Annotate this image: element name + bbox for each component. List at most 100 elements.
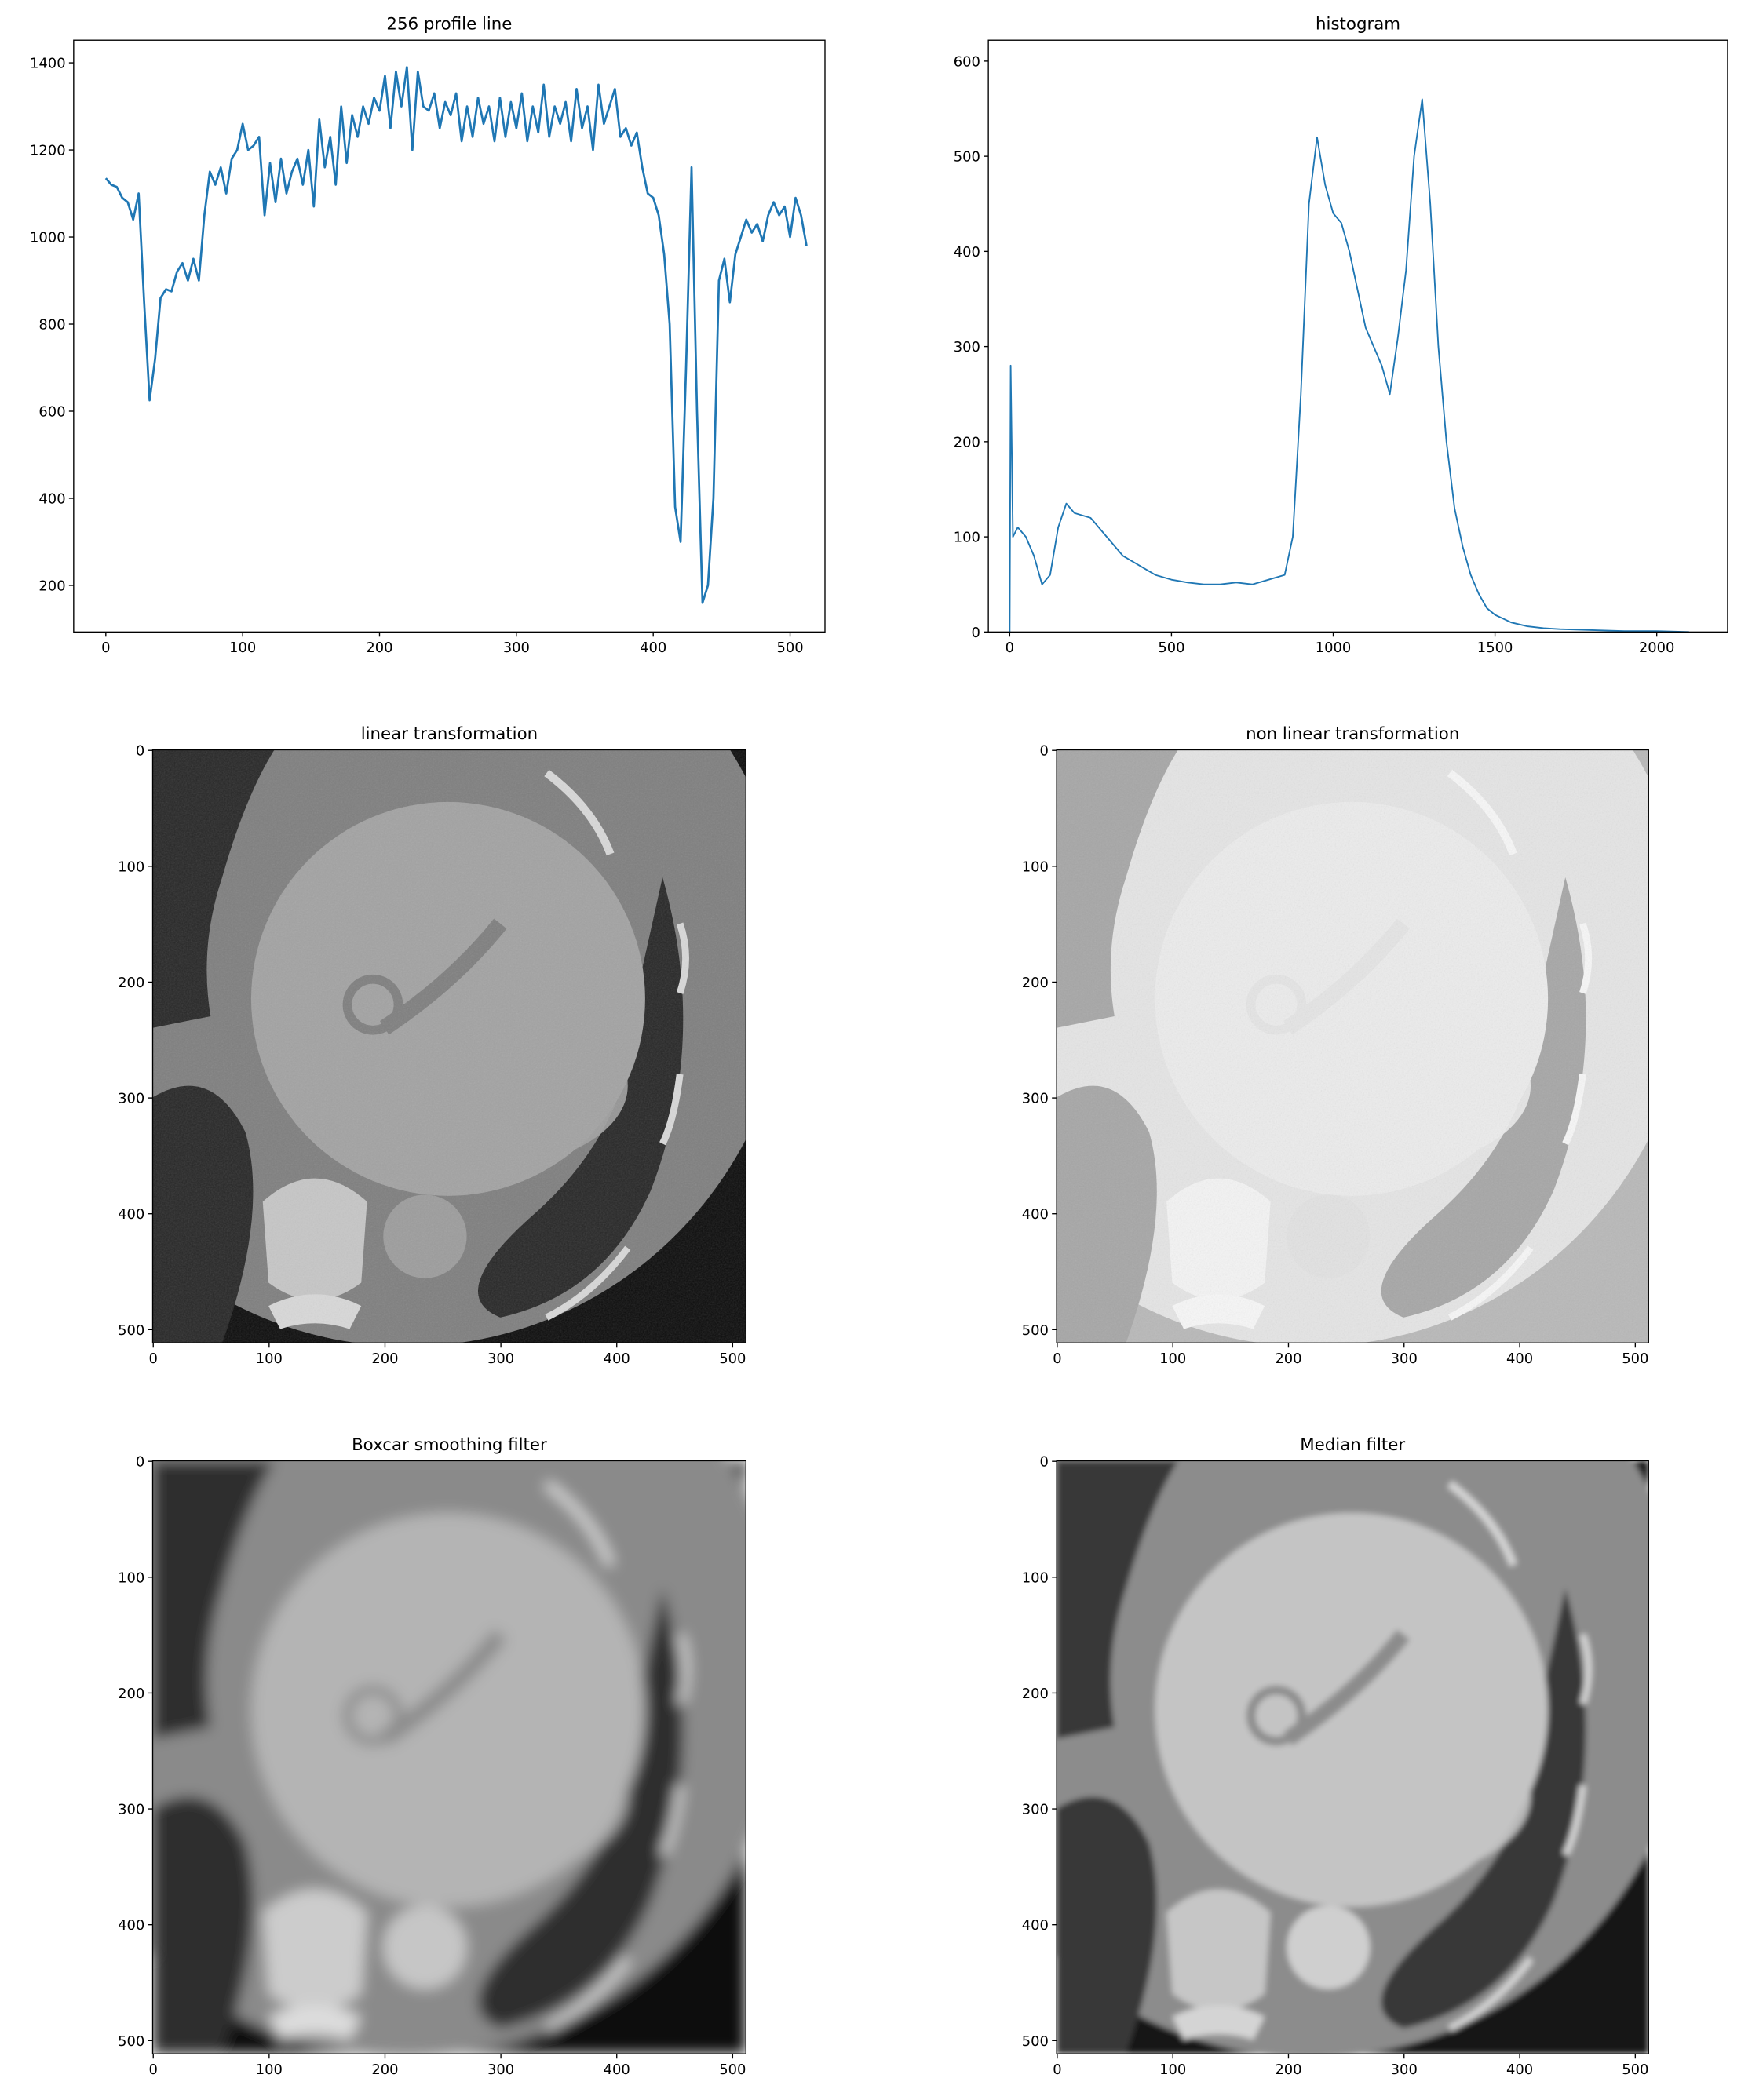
image-noise	[152, 749, 746, 1343]
rib-2	[1579, 1633, 1593, 1705]
y-tick-label: 400	[1022, 1206, 1049, 1223]
subplot-title: Median filter	[1300, 1435, 1405, 1455]
y-tick-label: 200	[118, 1686, 144, 1702]
y-tick-label: 0	[136, 1454, 144, 1471]
y-tick-label: 500	[1022, 2033, 1049, 2050]
y-tick-label: 100	[118, 859, 144, 875]
y-tick-label: 1400	[30, 56, 66, 72]
y-tick-label: 100	[1022, 1570, 1049, 1586]
y-tick-label: 500	[118, 2033, 144, 2050]
y-tick-label: 0	[971, 625, 980, 641]
axes-frame	[1056, 749, 1649, 1343]
subplot: 0 100 200 300 400 500 200 400 600 800 1000 1200 1400…	[30, 15, 826, 656]
left-lung	[1057, 1460, 1178, 1739]
x-tick-label: 100	[1159, 2062, 1186, 2078]
x-tick-label: 0	[1053, 1351, 1061, 1367]
y-tick-label: 400	[118, 1206, 144, 1223]
subplot-title: non linear transformation	[1246, 724, 1459, 744]
spine-process	[268, 2005, 362, 2040]
x-tick-label: 400	[1506, 2062, 1533, 2078]
y-tick-label: 0	[1040, 743, 1049, 760]
x-tick-label: 200	[1275, 1351, 1301, 1367]
image	[1057, 749, 1649, 1343]
image-content	[152, 1460, 746, 2054]
image	[1057, 1460, 1649, 2054]
axes-frame	[151, 1460, 747, 2054]
x-tick-label: 0	[1053, 2062, 1061, 2078]
aortic-root	[1246, 1685, 1307, 1746]
x-tick-label: 400	[604, 1351, 630, 1367]
rib-4	[1447, 1956, 1534, 2032]
axes-frame	[73, 39, 826, 633]
y-tick-label: 200	[38, 578, 65, 594]
x-tick-label: 400	[604, 2062, 630, 2078]
rib-1	[1447, 1480, 1517, 1567]
subplot: 0 100 200 300 400 500 0 100 200 300 400 500 Boxcar s…	[118, 1435, 747, 2078]
data-line	[1009, 98, 1689, 633]
x-tick-label: 100	[229, 640, 256, 656]
rib-3	[659, 1785, 684, 1857]
right-lung	[477, 1588, 684, 2029]
image-content	[1057, 749, 1649, 1343]
septum	[1283, 1629, 1411, 1746]
x-tick-label: 300	[1391, 1351, 1418, 1367]
y-tick-label: 1200	[30, 143, 66, 159]
y-tick-label: 100	[954, 530, 980, 546]
x-tick-label: 1000	[1316, 640, 1352, 656]
ventricle	[349, 1715, 628, 1878]
x-tick-label: 400	[1506, 1351, 1533, 1367]
y-tick-label: 300	[1022, 1091, 1049, 1107]
x-tick-label: 2000	[1639, 640, 1675, 656]
y-tick-label: 600	[38, 403, 65, 420]
axes-frame	[151, 749, 747, 1343]
x-tick-label: 500	[1158, 640, 1184, 656]
x-tick-label: 1500	[1477, 640, 1513, 656]
y-tick-label: 500	[118, 1322, 144, 1339]
ventricle	[1253, 1715, 1531, 1878]
x-tick-label: 0	[1006, 640, 1014, 656]
image-content	[1057, 1460, 1649, 2054]
y-tick-label: 300	[954, 339, 980, 355]
subplot: 0 500 1000 1500 2000 0 100 200 300 400 500 600 histo…	[954, 15, 1728, 656]
y-tick-label: 200	[118, 975, 144, 991]
subplot-title: 256 profile line	[386, 15, 512, 35]
rib-4	[545, 1956, 631, 2032]
image	[152, 749, 746, 1343]
image-noise	[1057, 749, 1649, 1343]
y-tick-label: 200	[1022, 975, 1049, 991]
y-tick-label: 500	[1022, 1322, 1049, 1339]
y-tick-label: 400	[118, 1917, 144, 1934]
y-tick-label: 300	[118, 1802, 144, 1818]
left-lung	[152, 1460, 275, 1739]
x-tick-label: 100	[256, 1351, 283, 1367]
y-tick-label: 0	[1040, 1454, 1049, 1471]
y-tick-label: 600	[954, 53, 980, 70]
septum	[380, 1629, 507, 1746]
y-tick-label: 400	[954, 244, 980, 261]
aorta	[1287, 1905, 1371, 1989]
spine	[1166, 1889, 1271, 2011]
x-tick-label: 200	[1275, 2062, 1301, 2078]
left-lower-lung	[1057, 1796, 1157, 2054]
x-tick-label: 400	[640, 640, 666, 656]
spine	[262, 1889, 367, 2011]
y-tick-label: 100	[1022, 859, 1049, 875]
data-line	[104, 66, 808, 604]
subplot-title: linear transformation	[361, 724, 538, 744]
rib-3	[1562, 1785, 1586, 1857]
y-tick-label: 800	[38, 317, 65, 334]
x-tick-label: 500	[719, 2062, 746, 2078]
y-tick-label: 200	[1022, 1686, 1049, 1702]
x-tick-label: 500	[1622, 1351, 1648, 1367]
rib-1	[544, 1480, 615, 1567]
x-tick-label: 500	[719, 1351, 746, 1367]
subplot: 0 100 200 300 400 500 0 100 200 300 400 500 linear t…	[118, 724, 747, 1367]
x-tick-label: 300	[1391, 2062, 1418, 2078]
spine-process	[1172, 2005, 1265, 2040]
x-tick-label: 200	[371, 2062, 398, 2078]
right-lung	[1381, 1588, 1586, 2029]
y-tick-label: 200	[954, 434, 980, 450]
image-content	[152, 749, 746, 1343]
